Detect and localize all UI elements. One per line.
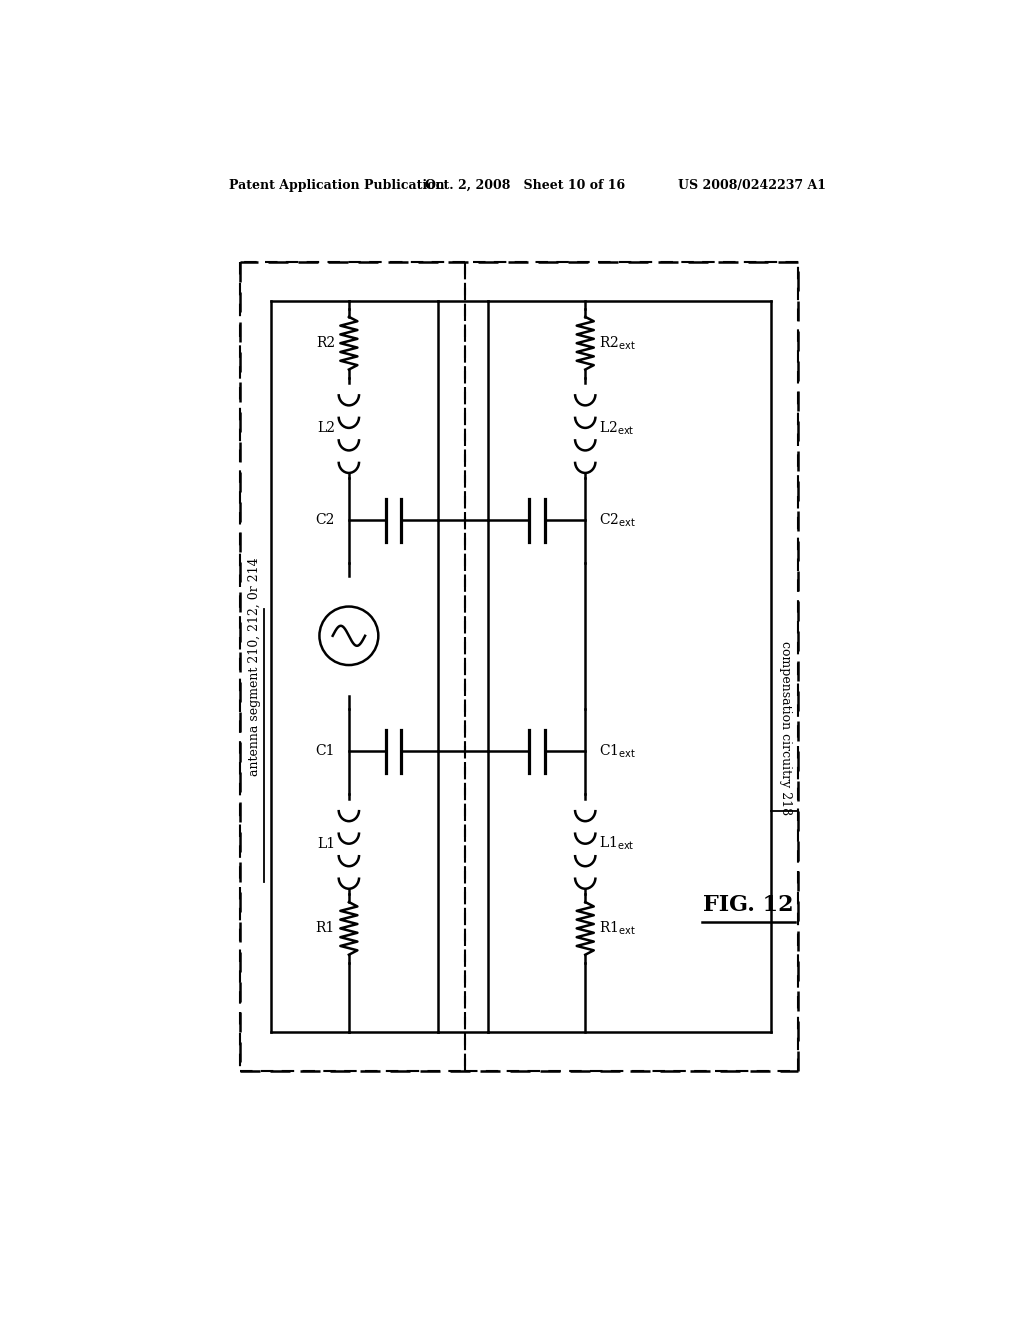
Text: L1: L1 [316, 837, 335, 850]
Text: L2$_{\sf ext}$: L2$_{\sf ext}$ [599, 420, 635, 437]
Text: C2$_{\sf ext}$: C2$_{\sf ext}$ [599, 512, 636, 529]
Text: R2: R2 [315, 337, 335, 350]
Text: Patent Application Publication: Patent Application Publication [228, 178, 444, 191]
Text: C1: C1 [315, 744, 335, 758]
Text: R1: R1 [315, 921, 335, 936]
Text: C1$_{\sf ext}$: C1$_{\sf ext}$ [599, 743, 636, 760]
Text: Oct. 2, 2008   Sheet 10 of 16: Oct. 2, 2008 Sheet 10 of 16 [425, 178, 625, 191]
Text: US 2008/0242237 A1: US 2008/0242237 A1 [678, 178, 825, 191]
Text: FIG. 12: FIG. 12 [702, 895, 794, 916]
Text: compensation circuitry 218: compensation circuitry 218 [778, 642, 792, 816]
Text: R2$_{\sf ext}$: R2$_{\sf ext}$ [599, 334, 636, 352]
Text: antenna segment 210, 212, 0r 214: antenna segment 210, 212, 0r 214 [248, 557, 261, 776]
Text: L2: L2 [316, 421, 335, 434]
Text: L1$_{\sf ext}$: L1$_{\sf ext}$ [599, 836, 635, 853]
Text: C2: C2 [315, 513, 335, 527]
Text: R1$_{\sf ext}$: R1$_{\sf ext}$ [599, 920, 636, 937]
